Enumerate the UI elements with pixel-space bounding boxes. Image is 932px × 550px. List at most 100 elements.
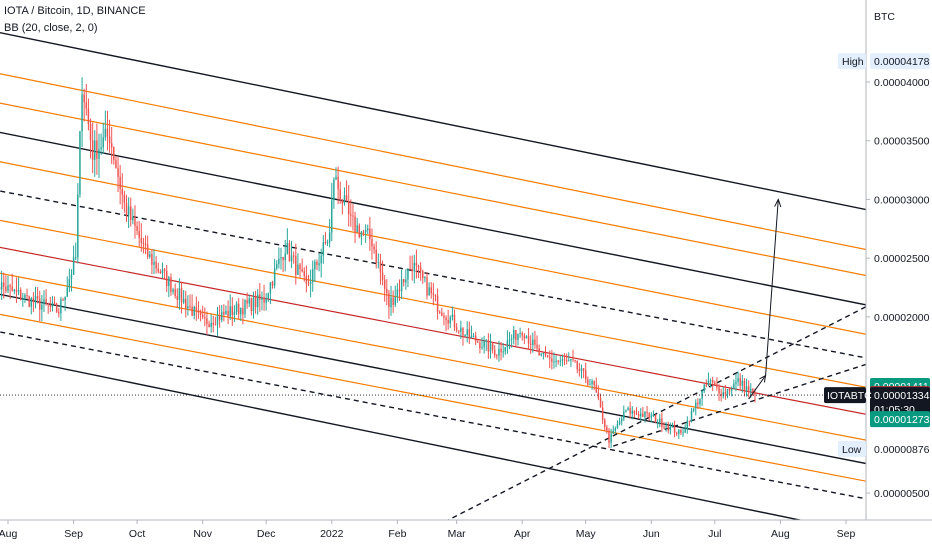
candle-body [161,269,164,274]
x-tick-label: Jul [708,528,721,540]
candle-body [481,347,483,349]
candle-body [733,383,735,390]
low-label-bg [838,440,866,457]
candle-body [413,262,416,272]
x-tick-label: Dec [257,528,276,540]
candle-body [13,289,16,291]
candle-body [415,262,418,266]
candle-body [447,320,449,324]
candle-body [22,298,24,300]
candle-body [34,296,37,303]
candle-body [318,263,320,266]
candle-body [620,418,623,422]
candle-body [675,432,678,434]
candle-body [673,426,676,433]
candle-body [297,264,299,275]
candle-body [663,426,665,428]
candle-body [140,237,143,243]
candle-body [197,309,200,313]
candle-body [656,421,659,423]
candle-body [754,391,756,396]
candle-body [422,270,424,279]
candle-body [597,392,600,399]
candle-body [534,339,536,345]
candle-body [648,413,650,418]
candle-body [390,297,392,308]
y-tick-label: 0.00003500 [874,136,930,148]
candle-body [445,317,447,321]
candle-body [386,288,388,294]
candle-body [601,407,604,420]
candle-body [599,398,602,408]
candle-body [214,324,217,326]
candle-body [45,299,47,304]
candle-body [582,368,585,371]
x-tick-label: Aug [771,528,790,540]
candle-body [343,195,346,204]
candle-body [146,244,149,257]
candle-body [337,176,339,190]
candle-body [305,276,308,284]
candle-body [489,343,492,352]
candle-body [720,393,722,396]
candle-body [659,418,661,422]
candle-body [559,360,562,362]
candle-body [379,261,382,273]
candle-body [477,341,479,343]
candle-body [49,304,52,307]
candle-body [53,302,56,304]
channel-lines [0,31,866,520]
candle-body [98,149,100,159]
candle-body [322,242,325,256]
candle-body [362,231,365,233]
candle-body [282,257,284,261]
candle-body [295,256,297,275]
candle-body [100,147,102,150]
candle-body [60,299,62,314]
arrow-head [774,198,782,208]
candle-body [612,430,614,434]
candle-body [652,414,655,416]
candle-body [352,215,354,217]
candle-body [252,297,255,312]
candle-body [432,293,435,295]
candle-body [237,303,240,315]
candle-body [356,225,358,233]
candle-body [263,297,265,303]
candle-body [163,269,166,271]
candle-body [358,225,361,237]
x-tick-label: Sep [837,528,856,540]
trend-line-10 [0,313,866,482]
candle-body [170,277,172,292]
candle-body [64,296,66,301]
candle-body [682,432,684,434]
candle-body [32,298,35,303]
price-axis-unit: BTC [874,11,895,23]
candle-body [364,230,367,233]
candle-body [553,361,555,363]
y-tick-label: 0.00002500 [874,253,930,265]
candle-body [493,349,496,356]
candle-body [561,359,564,361]
candle-body [629,408,631,414]
candle-body [333,179,335,201]
candle-body [741,380,744,386]
candle-body [201,314,204,318]
candle-body [267,293,270,299]
candle-body [172,289,174,292]
candle-body [70,274,73,280]
candle-body [168,277,170,287]
candle-body [229,306,231,317]
candle-body [286,242,289,254]
candle-body [132,216,134,221]
candle-body [276,264,278,269]
candle-body [311,269,314,283]
trend-line-3 [0,131,866,306]
candle-body [650,415,653,418]
candle-body [540,353,543,356]
indicator-legend[interactable]: BB (20, close, 2, 0) [4,22,98,34]
candle-body [438,311,441,313]
candle-body [231,306,234,315]
candle-body [468,329,471,338]
